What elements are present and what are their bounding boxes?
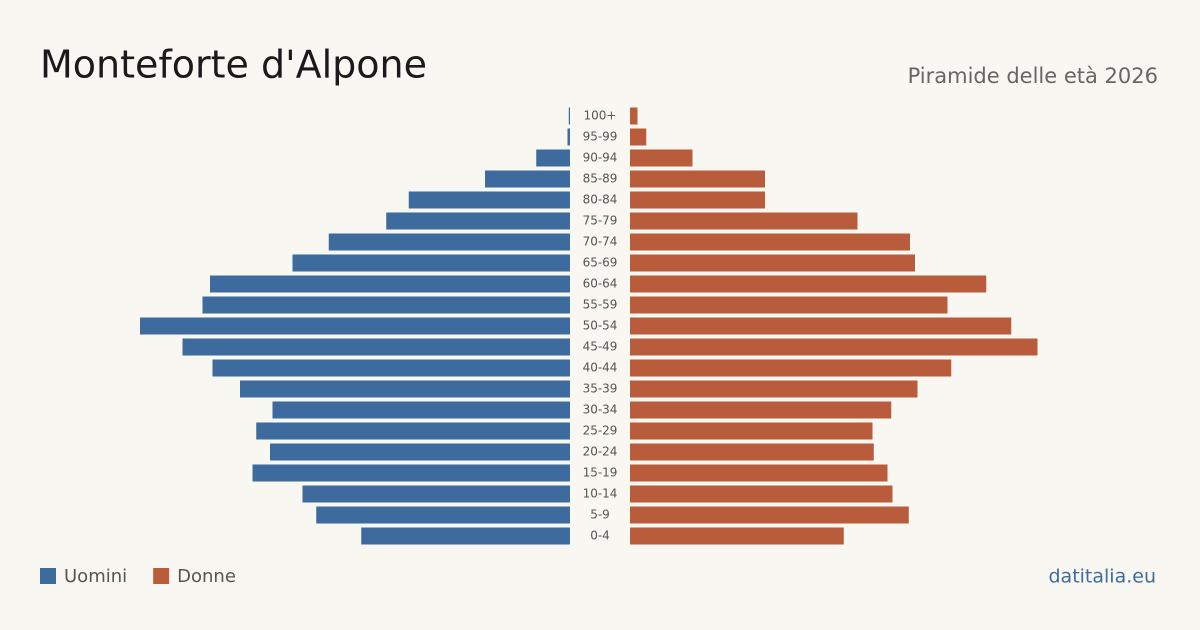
age-label: 65-69 xyxy=(583,256,618,270)
bar xyxy=(272,401,570,419)
bar xyxy=(630,233,910,251)
bar xyxy=(408,191,570,209)
age-label: 85-89 xyxy=(583,172,618,186)
bar xyxy=(630,296,948,314)
bar xyxy=(240,380,570,398)
bar xyxy=(630,212,858,230)
legend-label: Donne xyxy=(177,566,236,587)
age-label: 55-59 xyxy=(583,298,618,312)
bar xyxy=(202,296,570,314)
bar xyxy=(630,191,765,209)
bar xyxy=(361,527,570,545)
legend-swatch xyxy=(40,568,56,584)
bar xyxy=(302,485,570,503)
bar xyxy=(386,212,570,230)
bar xyxy=(630,506,909,524)
bar xyxy=(630,275,987,293)
bar xyxy=(485,170,570,188)
age-label: 80-84 xyxy=(583,193,618,207)
bar xyxy=(630,149,693,167)
bar xyxy=(270,443,570,461)
age-label: 20-24 xyxy=(583,445,618,459)
bar xyxy=(630,170,765,188)
age-label: 95-99 xyxy=(583,130,618,144)
age-label: 50-54 xyxy=(583,319,618,333)
bar xyxy=(182,338,570,356)
bar xyxy=(630,401,892,419)
bar xyxy=(536,149,570,167)
bar xyxy=(630,485,893,503)
legend-label: Uomini xyxy=(64,566,127,587)
chart-title: Monteforte d'Alpone xyxy=(40,43,427,87)
age-label: 10-14 xyxy=(583,487,618,501)
age-label: 0-4 xyxy=(590,529,610,543)
age-label: 40-44 xyxy=(583,361,618,375)
age-label: 25-29 xyxy=(583,424,618,438)
bar xyxy=(316,506,570,524)
bar xyxy=(210,275,570,293)
bar xyxy=(256,422,570,440)
bar xyxy=(630,338,1038,356)
bar xyxy=(292,254,570,272)
bar xyxy=(630,128,647,146)
age-label: 15-19 xyxy=(583,466,618,480)
age-label: 45-49 xyxy=(583,340,618,354)
bar xyxy=(630,359,952,377)
bar xyxy=(630,107,638,125)
age-label: 100+ xyxy=(584,109,617,123)
bar xyxy=(140,317,570,335)
age-label: 75-79 xyxy=(583,214,618,228)
bar xyxy=(252,464,570,482)
age-label: 5-9 xyxy=(590,508,610,522)
bar xyxy=(630,254,915,272)
source: datitalia.eu xyxy=(1049,566,1157,588)
age-label: 70-74 xyxy=(583,235,618,249)
chart-subtitle: Piramide delle età 2026 xyxy=(908,64,1158,88)
bar xyxy=(568,107,570,125)
age-label: 35-39 xyxy=(583,382,618,396)
bar xyxy=(630,527,844,545)
bar xyxy=(630,380,918,398)
age-label: 30-34 xyxy=(583,403,618,417)
bar xyxy=(630,422,873,440)
legend-swatch xyxy=(153,568,170,584)
bar xyxy=(567,128,570,146)
bar xyxy=(328,233,570,251)
age-label: 60-64 xyxy=(583,277,618,291)
bar xyxy=(212,359,570,377)
bar xyxy=(630,317,1012,335)
bar xyxy=(630,464,888,482)
age-label: 90-94 xyxy=(583,151,618,165)
bar xyxy=(630,443,874,461)
